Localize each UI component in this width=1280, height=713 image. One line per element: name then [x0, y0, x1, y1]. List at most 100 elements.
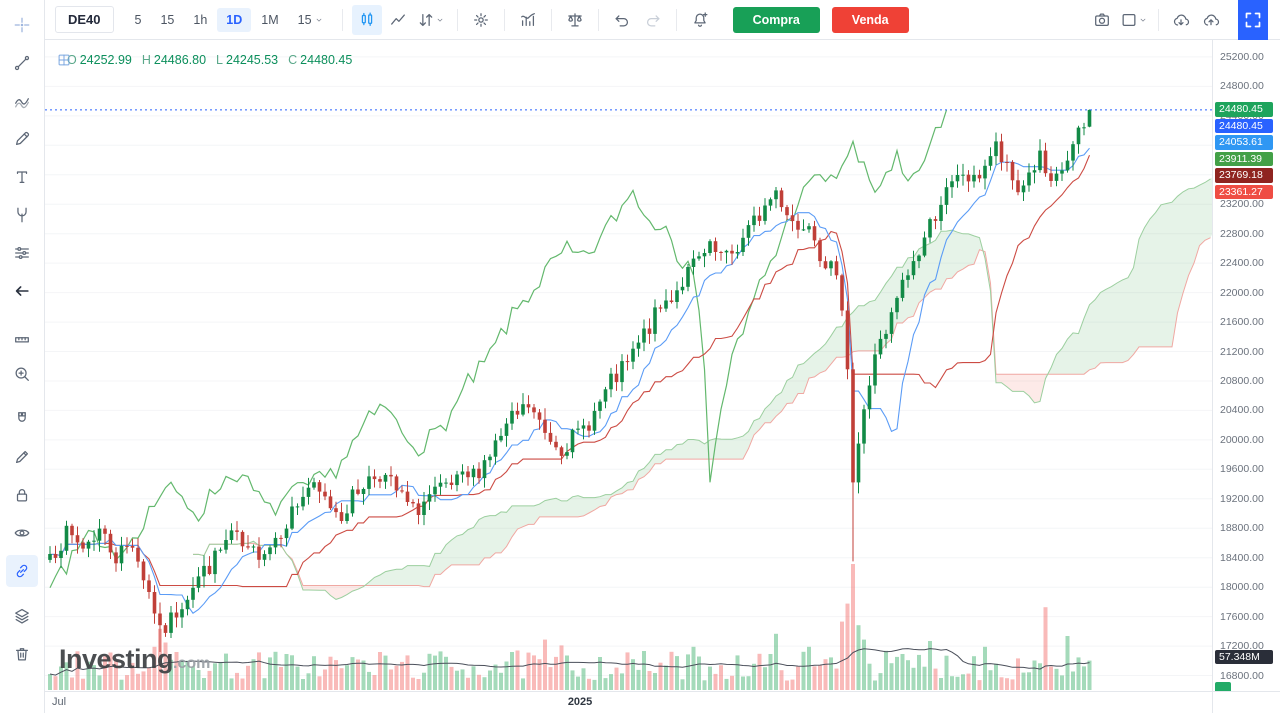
senkou-a-line — [193, 178, 1211, 600]
cloud-download-button[interactable] — [1166, 5, 1196, 35]
time-axis[interactable]: Jul 2025 — [45, 691, 1212, 713]
measure-tool[interactable] — [6, 320, 38, 352]
kijun-line — [50, 154, 1091, 588]
time-label: 2025 — [567, 696, 593, 708]
price-chart-canvas[interactable] — [45, 40, 1212, 691]
price-tick: 18400.00 — [1220, 551, 1264, 564]
indicators-button[interactable] — [513, 5, 543, 35]
link-tool[interactable] — [6, 555, 38, 587]
investing-watermark: Investing.com — [59, 644, 210, 675]
price-tag: 23769.18 — [1215, 168, 1273, 183]
price-tick: 16800.00 — [1220, 669, 1264, 682]
price-tick: 17200.00 — [1220, 640, 1264, 653]
legend-C: C 24480.45 — [288, 53, 353, 67]
zoom-in-tool[interactable] — [6, 358, 38, 390]
volume-ma-line — [49, 648, 1090, 676]
price-tick: 22800.00 — [1220, 227, 1264, 240]
cloud-upload-button[interactable] — [1196, 5, 1226, 35]
price-tick: 19200.00 — [1220, 492, 1264, 505]
chart-area[interactable]: O 24252.99 H 24486.80 L 24245.53 C 24480.45 Inv… — [45, 40, 1212, 691]
caret-down-icon — [1138, 15, 1148, 25]
volume-series — [48, 564, 1092, 690]
ichimoku-cloud — [198, 177, 1212, 600]
timeframe-1m[interactable]: 1M — [252, 8, 287, 32]
price-tick: 23200.00 — [1220, 198, 1264, 211]
price-tag: 23911.39 — [1215, 151, 1273, 167]
separator — [341, 8, 343, 31]
price-tick: 21600.00 — [1220, 316, 1264, 329]
crosshair-tool[interactable] — [6, 9, 38, 41]
timeframe-15[interactable]: 15 — [151, 8, 183, 32]
fullscreen-button[interactable] — [1238, 0, 1268, 40]
candlestick-series — [48, 109, 1092, 652]
alert-button[interactable] — [685, 5, 715, 35]
price-tag: 24480.45 — [1215, 118, 1273, 134]
price-tick: 20400.00 — [1220, 404, 1264, 417]
symbol-selector[interactable]: DE40 — [55, 6, 114, 33]
settings-button[interactable] — [466, 5, 496, 35]
price-tick: 19600.00 — [1220, 463, 1264, 476]
chart-style-button[interactable] — [414, 5, 448, 35]
position-tool[interactable] — [6, 237, 38, 269]
redo-button[interactable] — [638, 5, 668, 35]
drawing-toolbar — [0, 0, 45, 713]
back-arrow-tool[interactable] — [6, 275, 38, 307]
legend-O: O 24252.99 — [67, 53, 132, 67]
layers-tool[interactable] — [6, 600, 38, 632]
chart-utility-group — [1087, 5, 1226, 35]
chart-type-group — [351, 4, 448, 35]
volume-tag: 57.348M — [1215, 649, 1273, 665]
price-tick: 18800.00 — [1220, 522, 1264, 535]
pitchfork-tool[interactable] — [6, 199, 38, 231]
axis-corner — [1212, 691, 1280, 713]
price-tick: 20800.00 — [1220, 375, 1264, 387]
timeframe-1d[interactable]: 1D — [217, 7, 252, 32]
price-tick: 18000.00 — [1220, 581, 1264, 594]
line-chart-button[interactable] — [383, 5, 413, 35]
price-tick: 22400.00 — [1220, 257, 1264, 270]
layout-button[interactable] — [1117, 5, 1151, 35]
separator — [1158, 8, 1159, 31]
price-tick: 20000.00 — [1220, 433, 1264, 446]
ohlc-legend: O 24252.99 H 24486.80 L 24245.53 C 24480.45 — [57, 53, 352, 67]
separator — [597, 8, 599, 31]
legend-H: H 24486.80 — [141, 53, 207, 67]
brush-tool[interactable] — [6, 123, 38, 155]
trash-tool[interactable] — [6, 638, 38, 670]
price-tick: 17600.00 — [1220, 610, 1264, 623]
chart-actions-group — [450, 5, 715, 35]
time-label: Jul — [52, 696, 67, 708]
compare-button[interactable] — [560, 5, 590, 35]
snapshot-button[interactable] — [1087, 5, 1117, 35]
multi-line-tool[interactable] — [6, 85, 38, 117]
price-tick: 21200.00 — [1220, 345, 1264, 358]
price-tick: 25200.00 — [1220, 50, 1264, 63]
grid-lines — [45, 56, 1212, 676]
separator — [456, 8, 458, 31]
lock-tool[interactable] — [6, 479, 38, 511]
symbol-label: DE40 — [68, 12, 101, 27]
candlestick-button[interactable] — [351, 4, 382, 35]
timeframe-15-dropdown[interactable]: 15 — [289, 8, 333, 32]
tenkan-line — [50, 147, 1090, 614]
trend-line-tool[interactable] — [6, 47, 38, 79]
timeframe-1h[interactable]: 1h — [184, 8, 216, 32]
sell-button[interactable]: Venda — [831, 6, 909, 33]
buy-button[interactable]: Compra — [732, 6, 820, 33]
price-tag: 23361.27 — [1215, 184, 1273, 200]
separator — [503, 8, 505, 31]
separator — [675, 8, 677, 31]
chikou-line — [49, 109, 948, 589]
eye-tool[interactable] — [6, 517, 38, 549]
magnet-tool[interactable] — [6, 403, 38, 435]
price-tag: 24480.45 — [1215, 102, 1273, 117]
undo-button[interactable] — [607, 5, 637, 35]
text-tool[interactable] — [6, 161, 38, 193]
pencil-tool[interactable] — [6, 441, 38, 473]
timeframe-5[interactable]: 5 — [126, 8, 151, 32]
timeframe-group: 5 15 1h 1D 1M 15 — [126, 7, 333, 32]
price-tick: 22000.00 — [1220, 286, 1264, 299]
price-axis[interactable]: 25200.0024800.0024400.0024000.0023600.00… — [1212, 40, 1280, 691]
mini-tag — [1215, 682, 1231, 691]
